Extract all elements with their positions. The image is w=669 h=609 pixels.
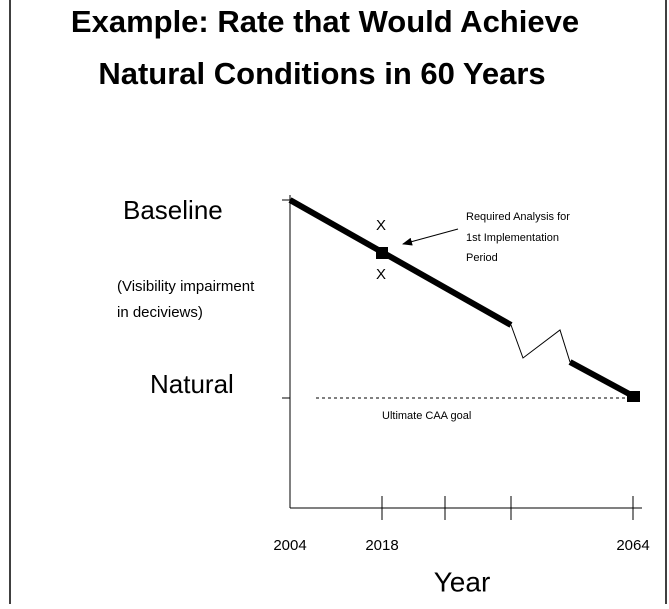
goal-label: Ultimate CAA goal: [382, 410, 471, 422]
annotation: Period: [466, 252, 498, 264]
marker: [376, 247, 388, 259]
arrow: [402, 228, 459, 246]
x-tick-label: 2064: [616, 537, 649, 554]
y-unit: (Visibility impairment: [117, 278, 255, 295]
x-axis-title: Year: [434, 566, 491, 597]
break-line: [510, 324, 571, 363]
y-unit: in deciviews): [117, 304, 203, 321]
axes: [282, 195, 642, 520]
title-line: Example: Rate that Would Achieve: [71, 4, 579, 39]
y-label-top: Baseline: [123, 195, 223, 225]
annotation: Required Analysis for: [466, 211, 570, 223]
y-label-bottom: Natural: [150, 369, 234, 399]
title-line: Natural Conditions in 60 Years: [98, 56, 545, 91]
range-mark: X: [376, 266, 386, 283]
trend-line: [288, 197, 513, 328]
annotation: 1st Implementation: [466, 232, 559, 244]
x-tick-label: 2018: [365, 537, 398, 554]
range-mark: X: [376, 217, 386, 234]
trend-line: [568, 359, 635, 399]
marker: [627, 391, 640, 402]
x-tick-label: 2004: [273, 537, 306, 554]
